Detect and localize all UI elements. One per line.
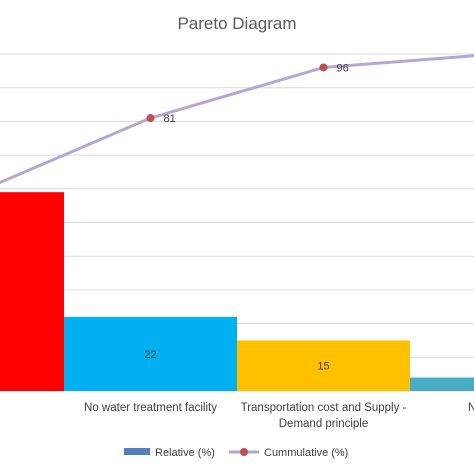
cumulative-line <box>0 54 474 185</box>
category-axis-labels: s limitedntensityNo water treatment faci… <box>84 402 474 430</box>
legend-label-cumulative: Cummulative (%) <box>264 447 348 459</box>
cumulative-data-label: 81 <box>164 113 176 125</box>
legend-marker-cumulative <box>240 448 248 456</box>
legend-label-relative: Relative (%) <box>155 447 215 459</box>
cumulative-marker <box>319 63 328 72</box>
bar <box>64 316 237 391</box>
legend-swatch-relative <box>124 448 150 455</box>
category-label: Transportation cost and Supply - <box>241 402 407 414</box>
bar-data-label: 15 <box>317 361 329 373</box>
legend: Relative (%) Cummulative (%) <box>124 447 348 459</box>
category-label: No body wi <box>468 402 474 414</box>
chart-title: Pareto Diagram <box>177 14 296 33</box>
category-label: Demand principle <box>279 418 369 430</box>
bar <box>410 377 474 391</box>
cumulative-series: 81 96 <box>0 54 474 185</box>
bar-data-labels: 22 15 <box>144 349 329 373</box>
bar-series <box>0 192 474 391</box>
cumulative-data-label: 96 <box>337 62 349 74</box>
bar <box>0 192 64 391</box>
cumulative-marker <box>146 114 155 123</box>
bar <box>237 340 410 391</box>
bar-data-label: 22 <box>144 349 156 361</box>
category-label: No water treatment facility <box>84 402 217 414</box>
